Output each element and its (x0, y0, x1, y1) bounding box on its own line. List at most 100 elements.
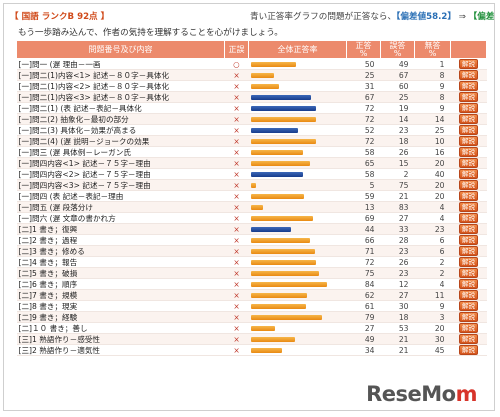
rate-bar-cell (248, 146, 347, 158)
table-row: [二]１０ 書き；善し × 27 53 20 解説 (16, 322, 487, 334)
question-label: [三]1 熟語作り－感受性 (16, 333, 225, 345)
explanation-button[interactable]: 解説 (459, 59, 478, 69)
explanation-cell: 解説 (450, 256, 487, 268)
correct-pct: 79 (346, 311, 381, 323)
explanation-cell: 解説 (450, 322, 487, 334)
correct-pct: 84 (346, 278, 381, 290)
table-row: [一]問一 (遅 理由－一画 ○ 50 49 1 解説 (16, 58, 487, 70)
explanation-button[interactable]: 解説 (459, 279, 478, 289)
explanation-cell: 解説 (450, 69, 487, 81)
explanation-button[interactable]: 解説 (459, 103, 478, 113)
blank-pct: 10 (414, 135, 451, 147)
correct-mark: × (224, 102, 249, 114)
explanation-cell: 解説 (450, 135, 487, 147)
explanation-button[interactable]: 解説 (459, 301, 478, 311)
explanation-button[interactable]: 解説 (459, 180, 478, 190)
explanation-button[interactable]: 解説 (459, 125, 478, 135)
question-label: [三]2 熟語作り－適気性 (16, 344, 225, 356)
blank-pct: 8 (414, 69, 451, 81)
table-row: [二]8 書き；現実 × 61 30 9 解説 (16, 300, 487, 312)
correct-pct: 13 (346, 201, 381, 213)
rate-bar (250, 160, 310, 166)
rate-bar-cell (248, 80, 347, 92)
explanation-button[interactable]: 解説 (459, 70, 478, 80)
correct-mark: × (224, 311, 249, 323)
explanation-cell: 解説 (450, 91, 487, 103)
rate-bar-cell (248, 179, 347, 191)
correct-pct: 72 (346, 102, 381, 114)
rate-bar (250, 94, 311, 100)
explanation-cell: 解説 (450, 234, 487, 246)
rate-bar-cell (248, 256, 347, 268)
logo-accent: m (455, 382, 478, 406)
blank-pct: 9 (414, 102, 451, 114)
explanation-button[interactable]: 解説 (459, 158, 478, 168)
question-label: [二]1 書き；復興 (16, 223, 225, 235)
blank-pct: 45 (414, 344, 451, 356)
report-header: 【 国語 ランクB 92点 】 青い正答率グラフの問題が正答なら、【偏差値58.… (10, 10, 494, 24)
rate-bar (250, 259, 316, 265)
explanation-cell: 解説 (450, 179, 487, 191)
wrong-pct: 25 (380, 91, 415, 103)
wrong-pct: 21 (380, 190, 415, 202)
rate-bar-cell (248, 58, 347, 70)
wrong-pct: 19 (380, 102, 415, 114)
explanation-button[interactable]: 解説 (459, 268, 478, 278)
correct-pct: 52 (346, 124, 381, 136)
rate-bar (250, 149, 303, 155)
explanation-button[interactable]: 解説 (459, 312, 478, 322)
explanation-button[interactable]: 解説 (459, 213, 478, 223)
rate-bar (250, 314, 322, 320)
question-label: [一]問二(2) 抽象化－最初の部分 (16, 113, 225, 125)
explanation-button[interactable]: 解説 (459, 114, 478, 124)
rate-bar (250, 303, 306, 309)
explanation-button[interactable]: 解説 (459, 235, 478, 245)
explanation-button[interactable]: 解説 (459, 224, 478, 234)
explanation-button[interactable]: 解説 (459, 136, 478, 146)
table-row: [三]1 熟語作り－感受性 × 49 21 30 解説 (16, 333, 487, 345)
explanation-button[interactable]: 解説 (459, 246, 478, 256)
correct-mark: × (224, 179, 249, 191)
question-label: [一]問四内容<3> 記述－７５字－理由 (16, 179, 225, 191)
explanation-button[interactable]: 解説 (459, 92, 478, 102)
rate-bar (250, 72, 274, 78)
blank-pct: 40 (414, 168, 451, 180)
explanation-button[interactable]: 解説 (459, 257, 478, 267)
wrong-pct: 30 (380, 300, 415, 312)
correct-pct: 44 (346, 223, 381, 235)
explanation-button[interactable]: 解説 (459, 81, 478, 91)
table-row: [一]問六 (遅 文章の書かれ方 × 69 27 4 解説 (16, 212, 487, 224)
blank-pct: 16 (414, 146, 451, 158)
question-label: [二]2 書き；過程 (16, 234, 225, 246)
correct-pct: 61 (346, 300, 381, 312)
rate-bar-cell (248, 234, 347, 246)
explanation-button[interactable]: 解説 (459, 202, 478, 212)
explanation-button[interactable]: 解説 (459, 169, 478, 179)
explanation-button[interactable]: 解説 (459, 191, 478, 201)
col-question: 問題番号及び内容 (16, 40, 225, 59)
table-row: [一]問二(2) 抽象化－最初の部分 × 72 14 14 解説 (16, 113, 487, 125)
wrong-pct: 23 (380, 124, 415, 136)
correct-mark: × (224, 267, 249, 279)
question-label: [二]9 書き；経験 (16, 311, 225, 323)
rate-bar (250, 138, 316, 144)
rate-bar-cell (248, 322, 347, 334)
correct-mark: × (224, 135, 249, 147)
explanation-button[interactable]: 解説 (459, 147, 478, 157)
explanation-button[interactable]: 解説 (459, 290, 478, 300)
improvement-note-prefix: 青い正答率グラフの問題が正答なら、 (250, 12, 397, 22)
blank-pct: 2 (414, 267, 451, 279)
rate-bar-cell (248, 278, 347, 290)
correct-mark: × (224, 278, 249, 290)
improvement-note: 青い正答率グラフの問題が正答なら、【偏差値58.2】 ⇒ 【偏差値63.2へアッ… (250, 10, 494, 22)
explanation-cell: 解説 (450, 333, 487, 345)
rate-bar-cell (248, 190, 347, 202)
explanation-button[interactable]: 解説 (459, 323, 478, 333)
col-correct: 正誤 (224, 40, 249, 59)
correct-mark: × (224, 201, 249, 213)
explanation-cell: 解説 (450, 289, 487, 301)
explanation-button[interactable]: 解説 (459, 334, 478, 344)
explanation-button[interactable]: 解説 (459, 345, 478, 355)
question-label: [一]問二(1)内容<3> 記述－８０字－具体化 (16, 91, 225, 103)
correct-pct: 27 (346, 322, 381, 334)
